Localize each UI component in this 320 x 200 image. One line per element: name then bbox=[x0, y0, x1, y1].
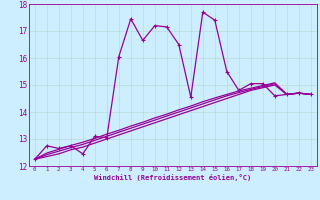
X-axis label: Windchill (Refroidissement éolien,°C): Windchill (Refroidissement éolien,°C) bbox=[94, 174, 252, 181]
